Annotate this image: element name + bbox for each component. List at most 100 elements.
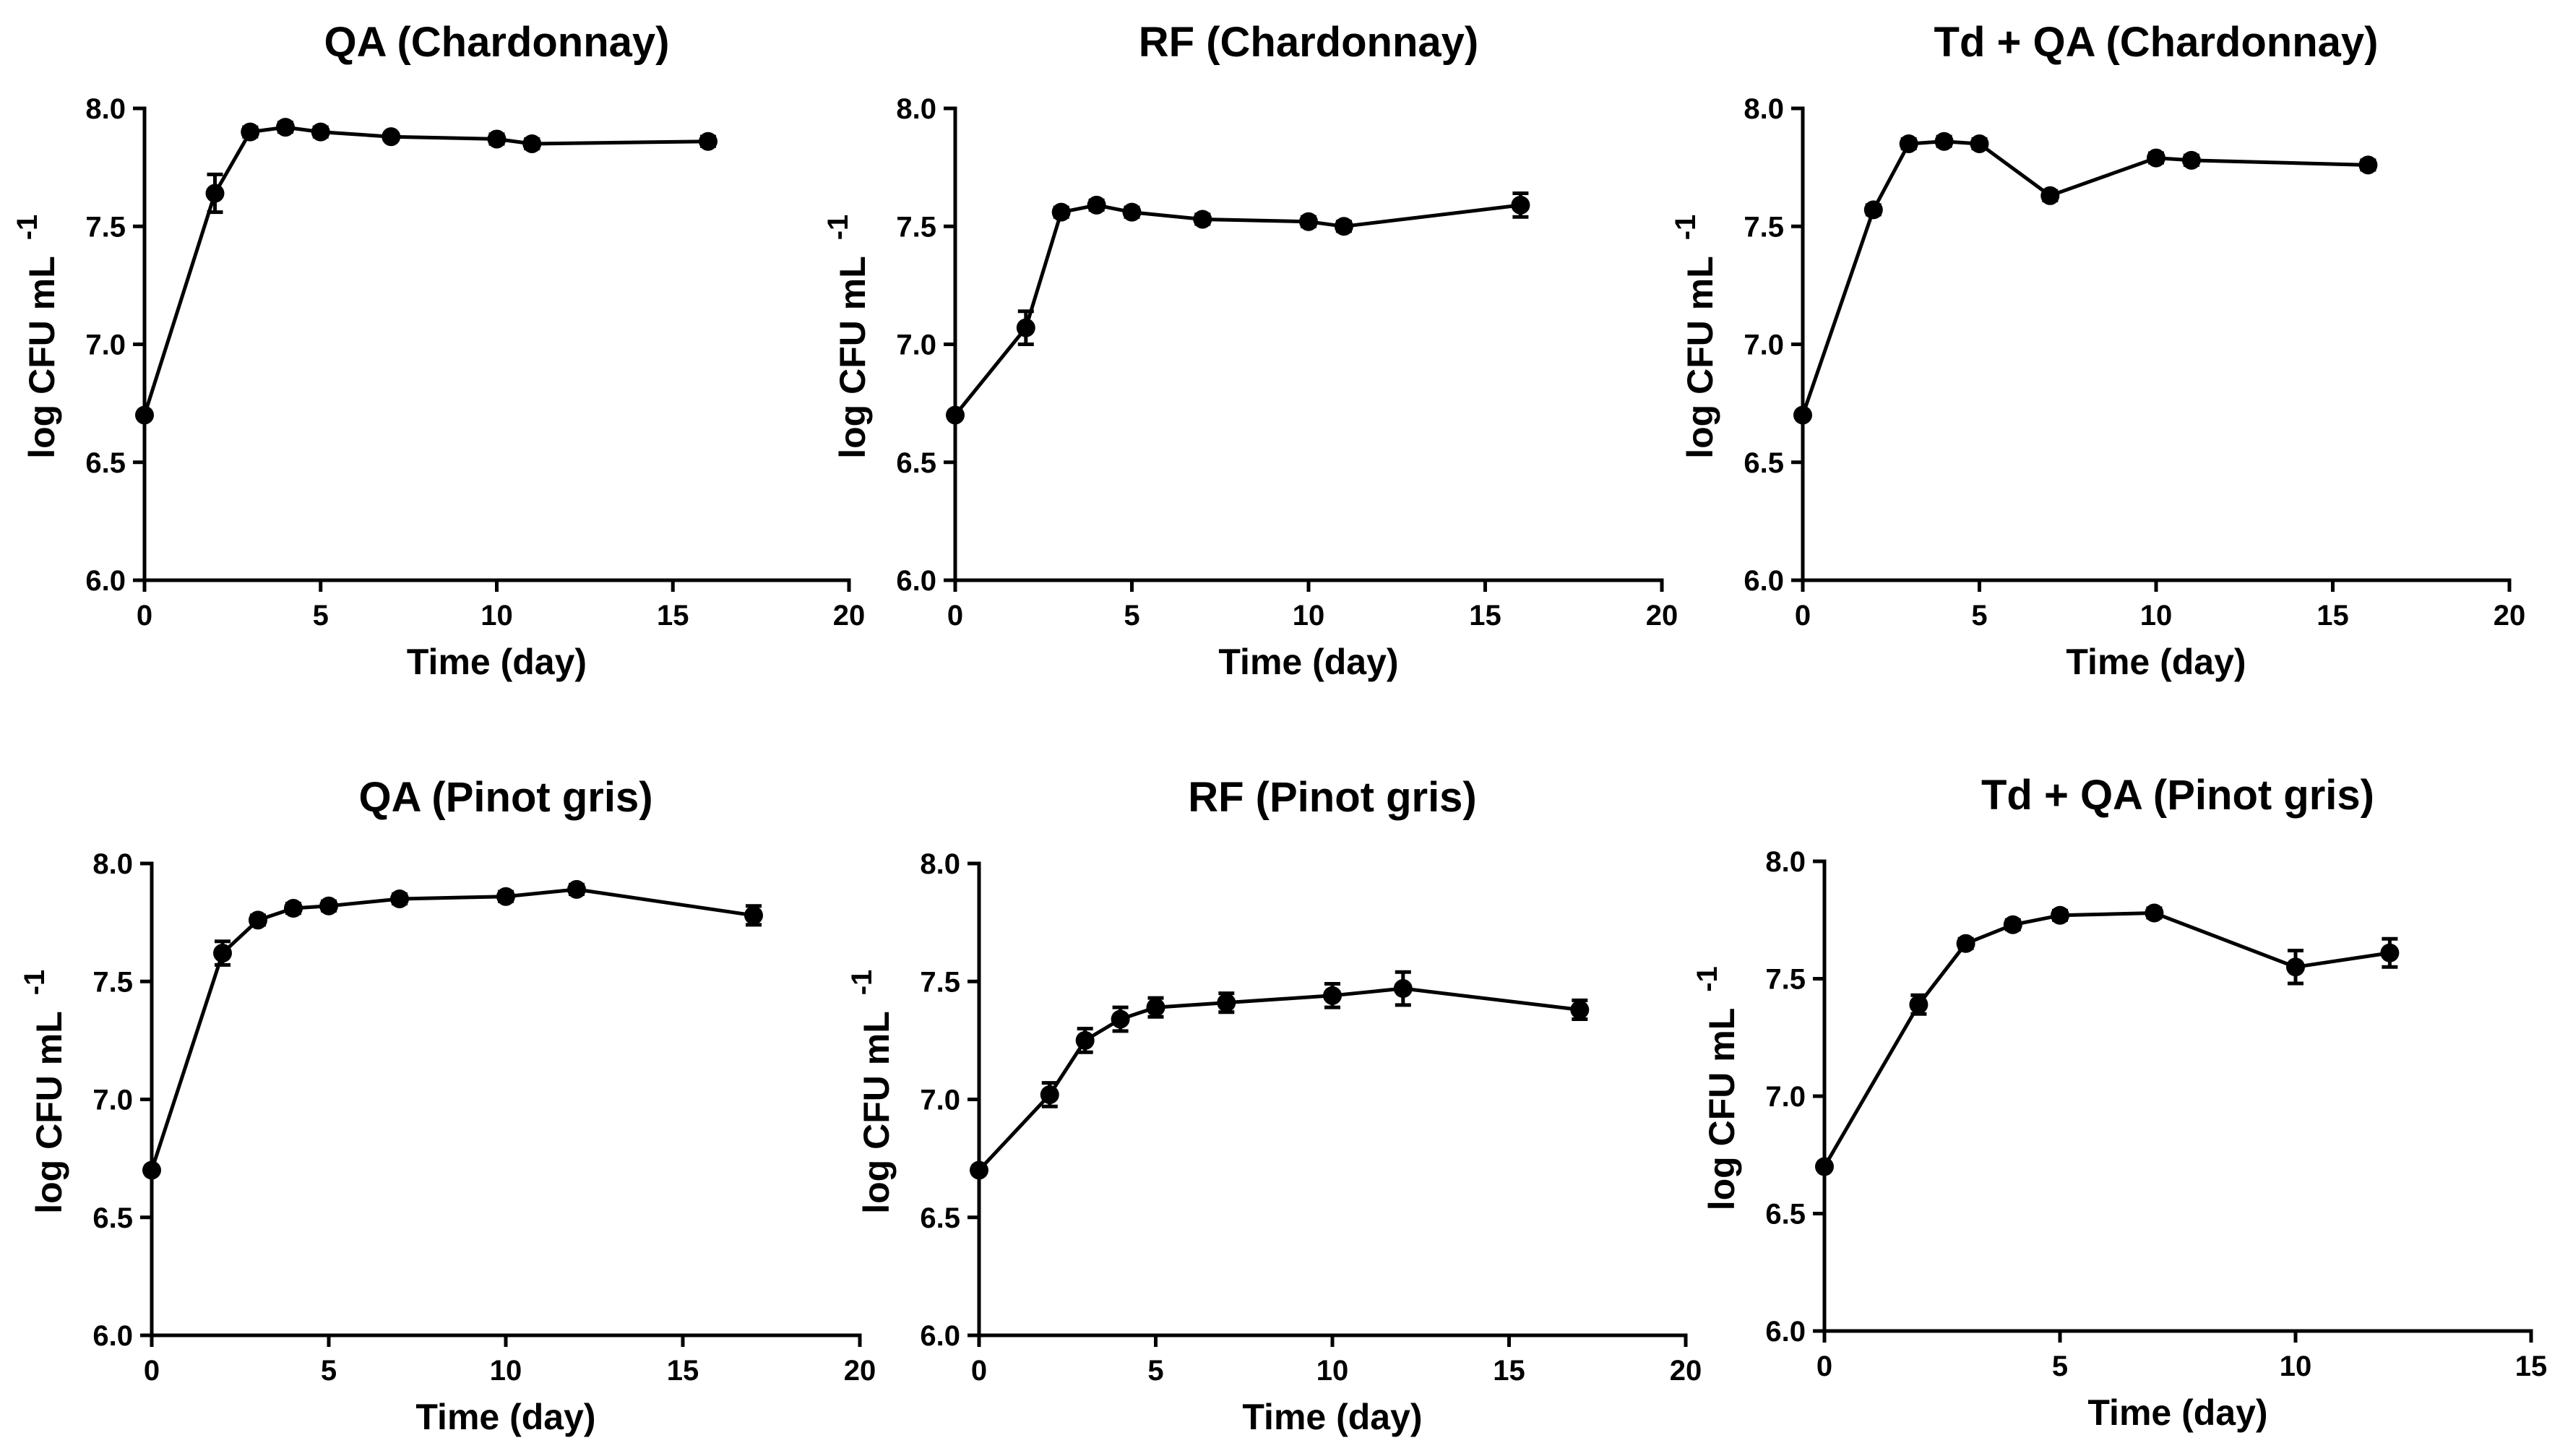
data-point xyxy=(1863,200,1883,220)
y-tick-label: 6.0 xyxy=(92,1320,133,1352)
data-point xyxy=(276,118,295,137)
x-tick-label: 5 xyxy=(1147,1355,1163,1387)
panel-title: Td + QA (Pinot gris) xyxy=(1981,772,2374,819)
series-line xyxy=(142,125,709,416)
data-point xyxy=(1146,998,1165,1017)
x-tick-label: 0 xyxy=(1795,600,1811,632)
data-point xyxy=(2147,148,2165,168)
x-tick-label: 15 xyxy=(2515,1351,2548,1382)
data-point xyxy=(970,1160,988,1180)
data-point xyxy=(1016,318,1035,337)
axes-frame xyxy=(1822,859,2533,1333)
y-axis-label-superscript: -1 xyxy=(19,970,51,996)
x-tick-label: 0 xyxy=(1816,1351,1832,1382)
data-point xyxy=(249,910,267,930)
data-point xyxy=(496,887,515,906)
x-tick-label: 15 xyxy=(657,600,689,632)
x-tick-label: 15 xyxy=(1469,600,1501,632)
x-tick-label: 15 xyxy=(2317,600,2349,632)
y-axis-label: log CFU mL xyxy=(832,256,873,459)
panel-title: QA (Chardonnay) xyxy=(324,19,670,66)
data-point xyxy=(2051,905,2069,925)
data-point xyxy=(1111,1009,1130,1029)
data-point xyxy=(1193,210,1212,229)
x-tick-label: 10 xyxy=(490,1355,522,1387)
data-point xyxy=(567,879,586,899)
data-point xyxy=(142,1160,161,1180)
panel-rf-pinot-gris: RF (Pinot gris) 6.0 6.5 7.0 7.5 8.0 0 5 10 15 20 Ti… xyxy=(846,774,1702,1437)
x-tick-label: 10 xyxy=(1316,1355,1349,1387)
y-axis-label-group: log CFU mL -1 xyxy=(19,970,69,1214)
y-axis-label-superscript: -1 xyxy=(1670,215,1702,241)
data-point xyxy=(2181,150,2201,170)
axes-frame xyxy=(977,861,1688,1337)
y-axis-label-superscript: -1 xyxy=(822,215,854,241)
y-axis-label-superscript: -1 xyxy=(1691,966,1723,992)
x-tick-label: 5 xyxy=(1971,600,1987,632)
data-point xyxy=(1511,195,1530,215)
x-axis-label: Time (day) xyxy=(407,642,587,682)
data-point xyxy=(2286,957,2305,977)
x-tick-label: 10 xyxy=(480,600,513,632)
axes-frame xyxy=(953,106,1664,582)
x-tick-label: 0 xyxy=(137,600,152,632)
x-axis-label: Time (day) xyxy=(1242,1397,1422,1437)
data-point xyxy=(744,905,763,925)
data-point xyxy=(1122,202,1142,222)
y-tick-label: 6.5 xyxy=(896,447,936,479)
y-axis-label-group: log CFU mL -1 xyxy=(12,215,62,459)
x-tick-label: 15 xyxy=(667,1355,699,1387)
y-axis-label: log CFU mL xyxy=(1680,256,1720,459)
x-tick-label: 20 xyxy=(1646,600,1678,632)
series-line xyxy=(150,887,754,1171)
y-tick-label: 7.5 xyxy=(92,966,133,998)
data-point xyxy=(2358,155,2378,175)
data-point xyxy=(390,889,409,908)
y-axis-label-superscript: -1 xyxy=(846,970,878,996)
y-tick-label: 8.0 xyxy=(920,848,960,880)
y-tick-label: 7.0 xyxy=(920,1085,960,1116)
data-point xyxy=(284,899,303,918)
data-point xyxy=(2145,903,2164,923)
panel-title: RF (Pinot gris) xyxy=(1188,774,1477,821)
data-point xyxy=(1040,1085,1059,1104)
data-point xyxy=(487,129,507,149)
y-tick-label: 6.0 xyxy=(85,565,126,597)
y-tick-label: 6.5 xyxy=(1765,1199,1806,1231)
x-axis-label: Time (day) xyxy=(2066,642,2246,682)
x-tick-label: 10 xyxy=(1293,600,1325,632)
data-point xyxy=(1087,195,1106,215)
data-point xyxy=(319,896,338,916)
data-point xyxy=(1899,134,1918,153)
y-tick-label: 7.0 xyxy=(896,329,936,361)
x-tick-label: 5 xyxy=(313,600,329,632)
y-tick-label: 7.5 xyxy=(896,211,936,243)
data-point xyxy=(1970,134,1989,153)
panel-title: QA (Pinot gris) xyxy=(358,774,652,821)
y-tick-label: 7.0 xyxy=(1744,329,1784,361)
x-tick-label: 10 xyxy=(2280,1351,2312,1382)
axes-frame xyxy=(142,106,851,582)
data-point xyxy=(2040,186,2060,205)
data-point xyxy=(2380,943,2400,962)
y-axis-label: log CFU mL xyxy=(856,1011,897,1214)
data-point xyxy=(1909,995,1928,1015)
axes-frame xyxy=(150,861,862,1337)
x-tick-label: 5 xyxy=(1124,600,1139,632)
panel-title: RF (Chardonnay) xyxy=(1139,19,1478,66)
y-axis-label: log CFU mL xyxy=(29,1011,69,1214)
data-point xyxy=(1323,986,1342,1005)
y-axis-label: log CFU mL xyxy=(22,256,62,459)
data-point xyxy=(1393,979,1413,999)
x-tick-label: 15 xyxy=(1493,1355,1525,1387)
x-axis-label: Time (day) xyxy=(415,1397,595,1437)
x-axis-label: Time (day) xyxy=(2087,1392,2267,1433)
data-point xyxy=(1934,132,1954,151)
y-tick-label: 7.5 xyxy=(920,966,960,998)
y-tick-label: 6.5 xyxy=(920,1202,960,1234)
x-tick-label: 20 xyxy=(2494,600,2526,632)
y-tick-label: 6.0 xyxy=(1765,1316,1806,1348)
y-axis-label-group: log CFU mL -1 xyxy=(822,215,873,459)
y-tick-label: 7.0 xyxy=(1765,1081,1806,1113)
